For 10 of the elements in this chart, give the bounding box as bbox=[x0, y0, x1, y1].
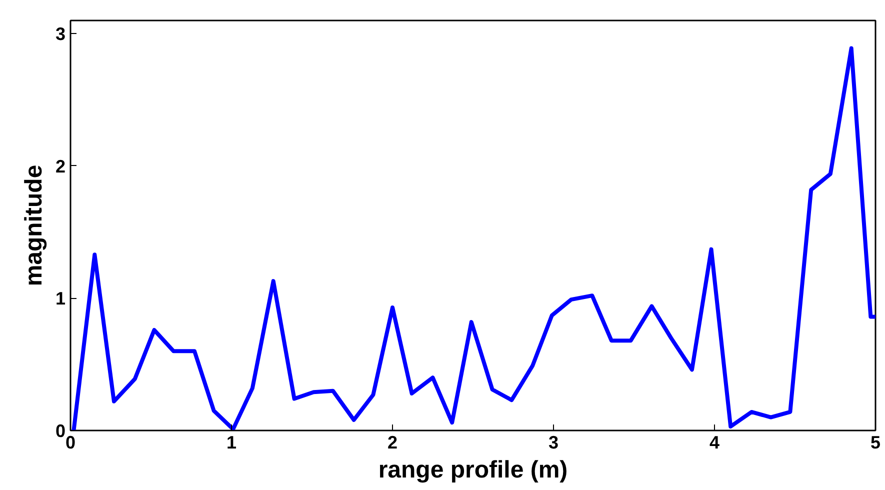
x-tick-label: 1 bbox=[226, 432, 237, 452]
y-tick-label: 3 bbox=[55, 24, 66, 44]
y-tick-label: 1 bbox=[55, 288, 66, 309]
x-tick-label: 3 bbox=[548, 432, 559, 452]
x-axis-title: range profile (m) bbox=[378, 456, 568, 484]
x-tick-label: 4 bbox=[709, 432, 720, 452]
x-tick-label: 5 bbox=[870, 432, 881, 452]
y-tick-label: 2 bbox=[55, 156, 66, 176]
x-tick-label: 2 bbox=[387, 432, 398, 452]
y-axis-title: magnitude bbox=[20, 164, 48, 286]
